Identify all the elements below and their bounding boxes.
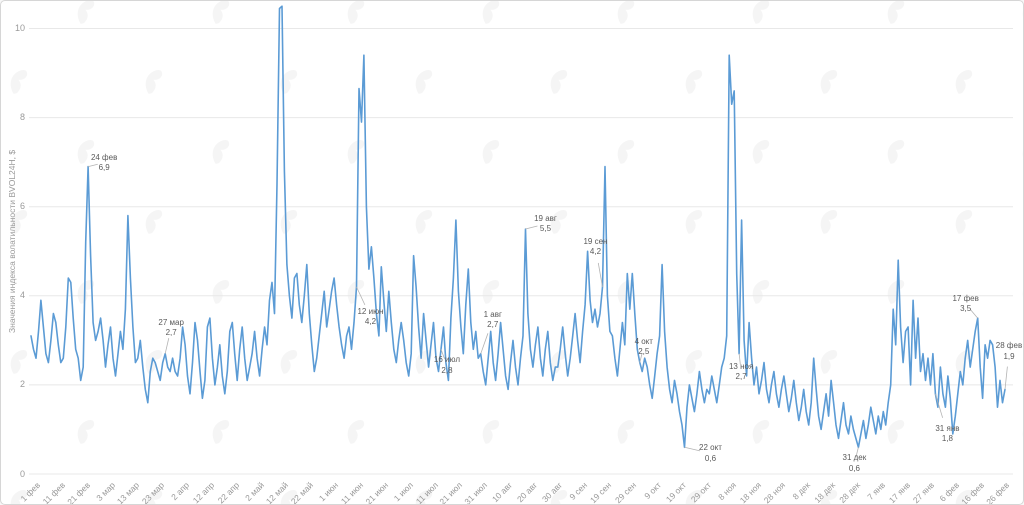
forklog-logo-watermark-icon [415, 209, 433, 234]
forklog-logo-watermark-icon [482, 1, 500, 24]
forklog-logo-watermark-icon [212, 279, 230, 304]
series-line [30, 5, 1006, 449]
forklog-logo-watermark-icon [1022, 139, 1023, 164]
forklog-logo-watermark-icon [10, 489, 28, 504]
forklog-logo-watermark-icon [482, 419, 500, 444]
forklog-logo-watermark-icon [685, 349, 703, 374]
annotation-connector [480, 333, 489, 354]
forklog-logo-watermark-icon [752, 419, 770, 444]
forklog-logo-watermark-icon [212, 419, 230, 444]
forklog-logo-watermark-icon [482, 279, 500, 304]
forklog-logo-watermark-icon [347, 419, 365, 444]
forklog-logo-watermark-icon [10, 349, 28, 374]
annotation-connector [164, 338, 170, 354]
forklog-logo-watermark-icon [347, 1, 365, 24]
forklog-logo-watermark-icon [415, 349, 433, 374]
annotation-connector [525, 225, 538, 230]
forklog-logo-watermark-icon [77, 1, 95, 24]
annotation-connector [639, 352, 643, 363]
annotation-connector [970, 309, 978, 319]
annotation-connector [738, 353, 741, 365]
forklog-logo-watermark-icon [280, 489, 298, 504]
forklog-logo-watermark-icon [145, 69, 163, 94]
y-axis-title: Значения индекса волатильности BVOL24H, … [7, 149, 17, 333]
annotation-connector [855, 447, 859, 457]
forklog-logo-watermark-icon [77, 419, 95, 444]
forklog-logo-watermark-icon [280, 209, 298, 234]
forklog-logo-watermark-icon [280, 349, 298, 374]
forklog-logo-watermark-icon [955, 489, 973, 504]
forklog-logo-watermark-icon [820, 489, 838, 504]
forklog-logo-watermark-icon [685, 69, 703, 94]
forklog-logo-watermark-icon [617, 1, 635, 24]
forklog-logo-watermark-icon [617, 419, 635, 444]
annotation-connector [356, 286, 366, 306]
forklog-logo-watermark-icon [820, 349, 838, 374]
annotation-connector [440, 349, 445, 360]
forklog-logo-watermark-icon [752, 139, 770, 164]
forklog-logo-watermark-icon [280, 69, 298, 94]
annotation-connector [935, 393, 944, 418]
forklog-logo-watermark-icon [1022, 419, 1023, 444]
forklog-logo-watermark-icon [1022, 1, 1023, 24]
forklog-logo-watermark-icon [752, 1, 770, 24]
forklog-logo-watermark-icon [415, 69, 433, 94]
forklog-logo-watermark-icon [955, 209, 973, 234]
forklog-logo-watermark-icon [887, 419, 905, 444]
forklog-logo-watermark-icon [685, 209, 703, 234]
annotation-connector [1004, 366, 1008, 390]
annotation-connector [88, 163, 98, 167]
forklog-logo-watermark-icon [347, 139, 365, 164]
forklog-logo-watermark-icon [887, 139, 905, 164]
annotation-connector [684, 446, 701, 452]
forklog-logo-watermark-icon [887, 279, 905, 304]
forklog-logo-watermark-icon [820, 69, 838, 94]
forklog-logo-watermark-icon [887, 1, 905, 24]
forklog-logo-watermark-icon [145, 209, 163, 234]
forklog-logo-watermark-icon [1022, 279, 1023, 304]
forklog-logo-watermark-icon [820, 209, 838, 234]
forklog-logo-watermark-icon [617, 139, 635, 164]
forklog-logo-watermark-icon [550, 489, 568, 504]
forklog-logo-watermark-icon [10, 69, 28, 94]
forklog-logo-watermark-icon [955, 69, 973, 94]
forklog-logo-watermark-icon [10, 209, 28, 234]
forklog-logo-watermark-icon [212, 1, 230, 24]
forklog-logo-watermark-icon [145, 489, 163, 504]
forklog-logo-watermark-icon [212, 139, 230, 164]
annotation-connector [597, 262, 603, 287]
forklog-logo-watermark-icon [550, 69, 568, 94]
forklog-logo-watermark-icon [77, 279, 95, 304]
forklog-logo-watermark-icon [482, 139, 500, 164]
forklog-logo-watermark-icon [685, 489, 703, 504]
forklog-logo-watermark-icon [955, 349, 973, 374]
forklog-logo-watermark-icon [77, 139, 95, 164]
forklog-logo-watermark-icon [752, 279, 770, 304]
forklog-logo-watermark-icon [415, 489, 433, 504]
forklog-logo-watermark-icon [550, 209, 568, 234]
